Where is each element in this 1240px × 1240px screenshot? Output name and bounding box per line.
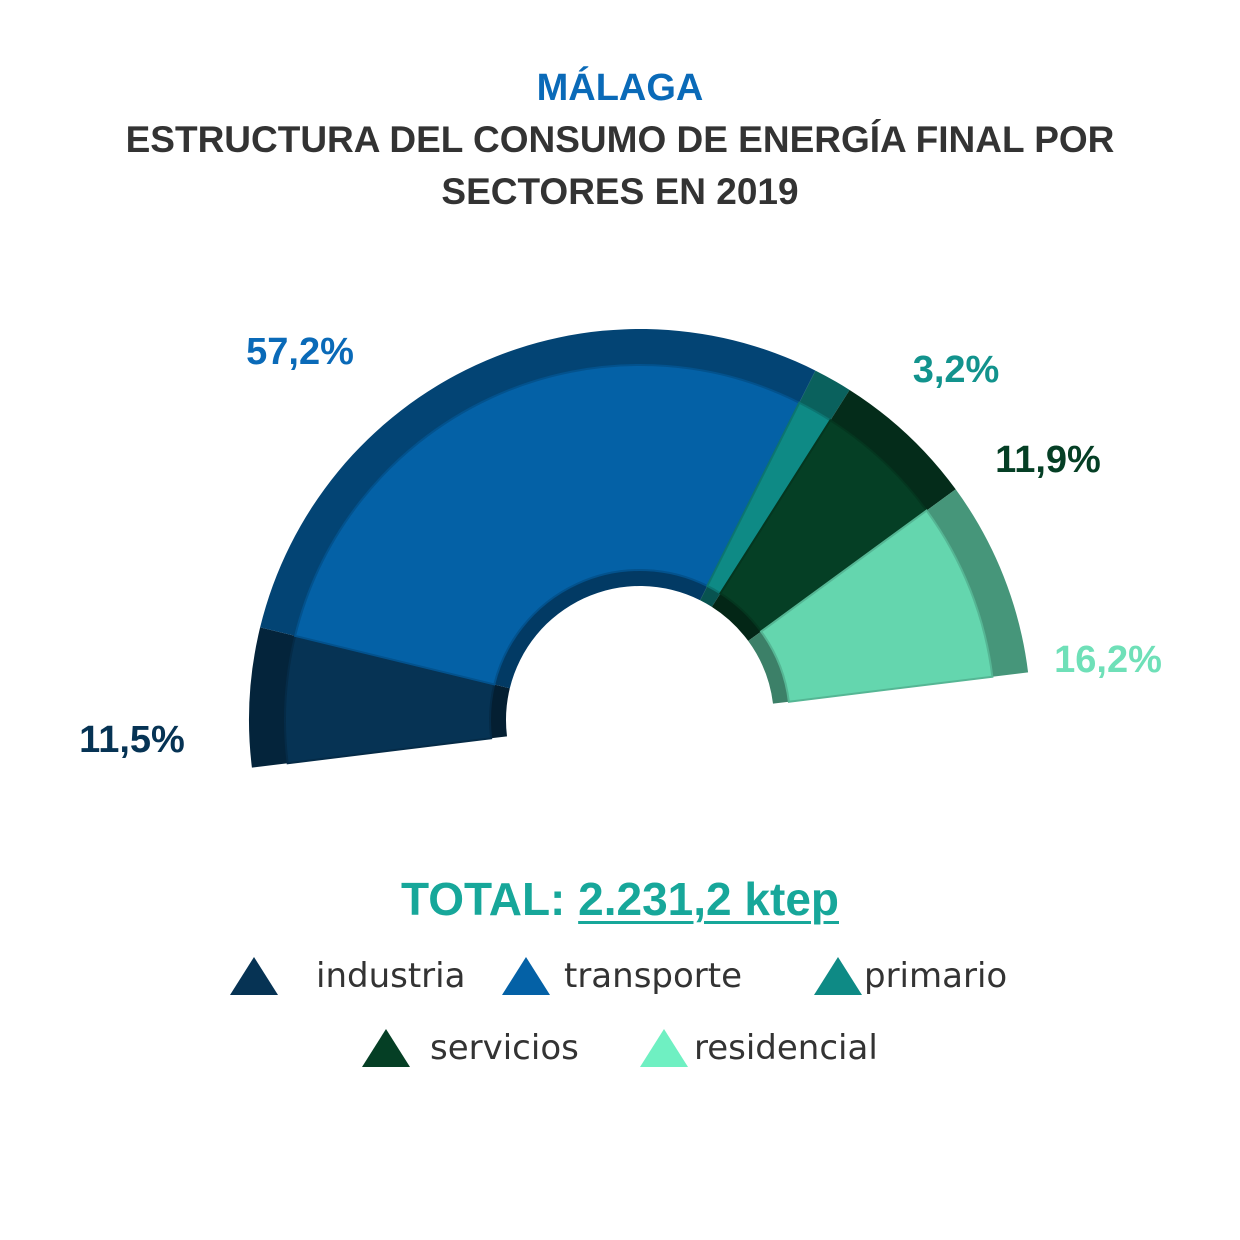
legend-swatch-transporte xyxy=(502,957,550,995)
slice-inner-wall-industria xyxy=(490,684,510,739)
legend-item-industria: industria xyxy=(230,952,465,1000)
legend-label-servicios: servicios xyxy=(430,1028,579,1068)
legend-item-transporte: transporte xyxy=(502,952,742,1000)
legend-label-residencial: residencial xyxy=(694,1028,878,1068)
legend-label-industria: industria xyxy=(316,956,466,996)
data-label-transporte: 57,2% xyxy=(246,331,354,373)
chart-title-block: MÁLAGA ESTRUCTURA DEL CONSUMO DE ENERGÍA… xyxy=(0,62,1240,218)
data-label-industria: 11,5% xyxy=(79,719,185,761)
slice-inner-wall-residencial xyxy=(748,631,789,704)
legend-swatch-industria xyxy=(230,957,278,995)
slice-transporte xyxy=(293,364,801,686)
data-label-primario: 3,2% xyxy=(913,349,1000,391)
total-label: TOTAL: xyxy=(401,873,566,925)
total-readout: TOTAL: 2.231,2 ktep xyxy=(0,872,1240,926)
legend-item-primario: primario xyxy=(814,952,1007,1000)
slice-wall-servicios xyxy=(830,389,956,511)
slice-wall-primario xyxy=(799,370,850,421)
legend-item-servicios: servicios xyxy=(362,1024,579,1072)
slice-inner-wall-transporte xyxy=(494,570,708,689)
slice-residencial xyxy=(759,509,994,703)
total-value: 2.231,2 ktep xyxy=(578,873,839,925)
slice-wall-residencial xyxy=(926,489,1029,677)
legend-swatch-servicios xyxy=(362,1029,410,1067)
chart-title: ESTRUCTURA DEL CONSUMO DE ENERGÍA FINAL … xyxy=(125,119,1115,212)
legend-swatch-residencial xyxy=(640,1029,688,1067)
legend-swatch-primario xyxy=(814,957,862,995)
slice-wall-transporte xyxy=(260,329,816,636)
legend-label-primario: primario xyxy=(864,956,1008,996)
legend-label-transporte: transporte xyxy=(564,956,743,996)
data-label-servicios: 11,9% xyxy=(995,439,1101,481)
legend-item-residencial: residencial xyxy=(640,1024,878,1072)
data-label-residencial: 16,2% xyxy=(1054,639,1162,681)
slice-inner-wall-servicios xyxy=(711,593,762,641)
chart-subtitle-region: MÁLAGA xyxy=(536,67,704,109)
slice-wall-industria xyxy=(248,627,296,768)
